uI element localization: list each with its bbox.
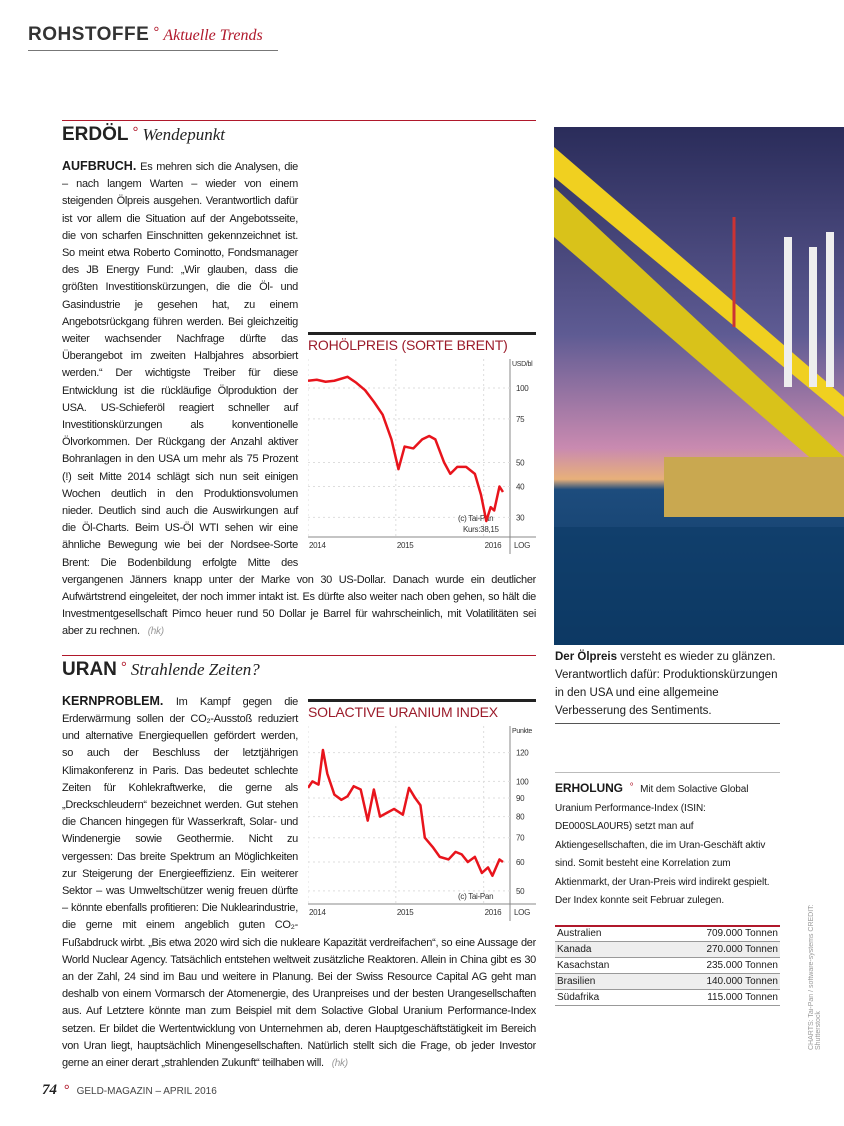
x-tick-label: 2016 bbox=[485, 541, 502, 550]
y-tick-label: 75 bbox=[516, 415, 525, 424]
article-lead: AUFBRUCH. bbox=[62, 159, 137, 173]
value-cell: 235.000 Tonnen bbox=[651, 957, 780, 974]
caption-lead: Der Ölpreis bbox=[555, 651, 617, 663]
page-header: ROHSTOFFE ° Aktuelle Trends bbox=[28, 24, 278, 51]
x-tick-label: 2014 bbox=[309, 908, 326, 917]
table-row: Kasachstan 235.000 Tonnen bbox=[555, 957, 780, 974]
chart-title: SOLACTIVE URANIUM INDEX bbox=[308, 703, 498, 720]
y-tick-label: 90 bbox=[516, 794, 525, 803]
table-row: Kanada 270.000 Tonnen bbox=[555, 941, 780, 958]
photo-credit: CHARTS: Tai-Pan / software-systems CREDI… bbox=[808, 904, 822, 1050]
value-cell: 709.000 Tonnen bbox=[651, 925, 780, 942]
article-heading: URAN ° Strahlende Zeiten? bbox=[62, 654, 536, 683]
uranium-reserves-table: Australien 709.000 Tonnen Kanada 270.000 To… bbox=[555, 924, 780, 1006]
y-tick-label: 60 bbox=[516, 858, 525, 867]
left-column: ERDÖL ° Wendepunkt ROHÖLPREIS (SORTE BRENT… bbox=[62, 120, 536, 1075]
price-note: Kurs:38,15 bbox=[463, 525, 500, 534]
degree-mark: ° bbox=[120, 658, 127, 676]
box-text: Mit dem Solactive Global Uranium Perform… bbox=[555, 784, 770, 906]
right-column: Der Ölpreis versteht es wieder zu glänze… bbox=[555, 648, 780, 1006]
y-tick-label: 30 bbox=[516, 513, 525, 522]
caption-text: versteht es wieder zu glänzen. Verantwor… bbox=[555, 651, 778, 717]
article-subtitle: Strahlende Zeiten? bbox=[130, 659, 260, 679]
y-axis-unit: Punkte bbox=[512, 728, 532, 735]
page-footer: 74 ° GELD-MAGAZIN – APRIL 2016 bbox=[42, 1082, 217, 1099]
article-subtitle: Wendepunkt bbox=[142, 125, 225, 144]
price-line bbox=[308, 375, 505, 523]
info-box: ERHOLUNG ° Mit dem Solactive Global Uran… bbox=[555, 772, 780, 911]
chart-source: (c) Tai-Pan bbox=[458, 514, 493, 523]
price-line bbox=[308, 748, 504, 877]
article-lead: KERNPROBLEM. bbox=[62, 693, 164, 708]
country-cell: Kanada bbox=[555, 941, 652, 958]
y-tick-label: 100 bbox=[516, 777, 529, 786]
uranium-chart: SOLACTIVE URANIUM INDEX 50 60 70 80 90 100 120 2… bbox=[308, 698, 536, 921]
article-text: Es mehren sich die Analysen, die – nach … bbox=[62, 161, 536, 638]
table-row: Brasilien 140.000 Tonnen bbox=[555, 973, 780, 990]
y-tick-label: 100 bbox=[516, 384, 529, 393]
country-cell: Kasachstan bbox=[555, 957, 652, 974]
value-cell: 140.000 Tonnen bbox=[651, 973, 780, 990]
y-tick-label: 50 bbox=[516, 887, 525, 896]
oil-platform-photo bbox=[554, 127, 844, 645]
article-body: ROHÖLPREIS (SORTE BRENT) 30 40 50 75 100 2014 2… bbox=[62, 158, 536, 641]
degree-mark: ° bbox=[132, 124, 139, 141]
x-tick-label: 2016 bbox=[485, 908, 502, 917]
chart-title: ROHÖLPREIS (SORTE BRENT) bbox=[308, 337, 508, 353]
footer-text: GELD-MAGAZIN – APRIL 2016 bbox=[76, 1086, 217, 1097]
scale-label: LOG bbox=[514, 541, 530, 550]
article-body: SOLACTIVE URANIUM INDEX 50 60 70 80 90 100 120 2… bbox=[62, 693, 536, 1072]
y-tick-label: 40 bbox=[516, 482, 525, 491]
country-cell: Brasilien bbox=[555, 973, 652, 990]
page-number: 74 bbox=[42, 1082, 57, 1098]
section-title: ROHSTOFFE bbox=[28, 24, 150, 45]
article-title: URAN bbox=[62, 658, 117, 680]
article-uranium: URAN ° Strahlende Zeiten? SOLACTIVE URANIU… bbox=[62, 654, 536, 1072]
photo-caption: Der Ölpreis versteht es wieder zu glänze… bbox=[555, 648, 780, 724]
table-row: Südafrika 115.000 Tonnen bbox=[555, 989, 780, 1006]
x-tick-label: 2015 bbox=[397, 908, 414, 917]
article-text: Im Kampf gegen die Erderwärmung sollen d… bbox=[62, 695, 536, 1069]
table-row: Australien 709.000 Tonnen bbox=[555, 925, 780, 942]
x-tick-label: 2014 bbox=[309, 541, 326, 550]
degree-mark: ° bbox=[63, 1082, 70, 1099]
article-heading: ERDÖL ° Wendepunkt bbox=[62, 120, 536, 148]
scale-label: LOG bbox=[514, 908, 530, 917]
author-tag: (hk) bbox=[331, 1057, 348, 1069]
y-axis-unit: USD/bl bbox=[512, 361, 533, 368]
country-cell: Australien bbox=[555, 925, 652, 942]
brent-chart: ROHÖLPREIS (SORTE BRENT) 30 40 50 75 100 2014 2… bbox=[308, 332, 536, 554]
article-title: ERDÖL bbox=[62, 124, 129, 145]
chart-source: (c) Tai-Pan bbox=[458, 892, 493, 901]
degree-mark: ° bbox=[629, 782, 634, 793]
author-tag: (hk) bbox=[147, 626, 164, 638]
y-tick-label: 120 bbox=[516, 748, 529, 757]
degree-mark: ° bbox=[153, 24, 160, 41]
x-tick-label: 2015 bbox=[397, 541, 414, 550]
section-subtitle: Aktuelle Trends bbox=[163, 27, 263, 44]
y-tick-label: 50 bbox=[516, 459, 525, 468]
value-cell: 270.000 Tonnen bbox=[651, 941, 780, 958]
y-tick-label: 80 bbox=[516, 812, 525, 821]
article-oil: ERDÖL ° Wendepunkt ROHÖLPREIS (SORTE BRENT… bbox=[62, 120, 536, 641]
oil-platform-illustration bbox=[554, 147, 844, 645]
box-lead: ERHOLUNG bbox=[555, 781, 623, 795]
country-cell: Südafrika bbox=[555, 989, 652, 1006]
value-cell: 115.000 Tonnen bbox=[651, 989, 780, 1006]
y-tick-label: 70 bbox=[516, 833, 525, 842]
